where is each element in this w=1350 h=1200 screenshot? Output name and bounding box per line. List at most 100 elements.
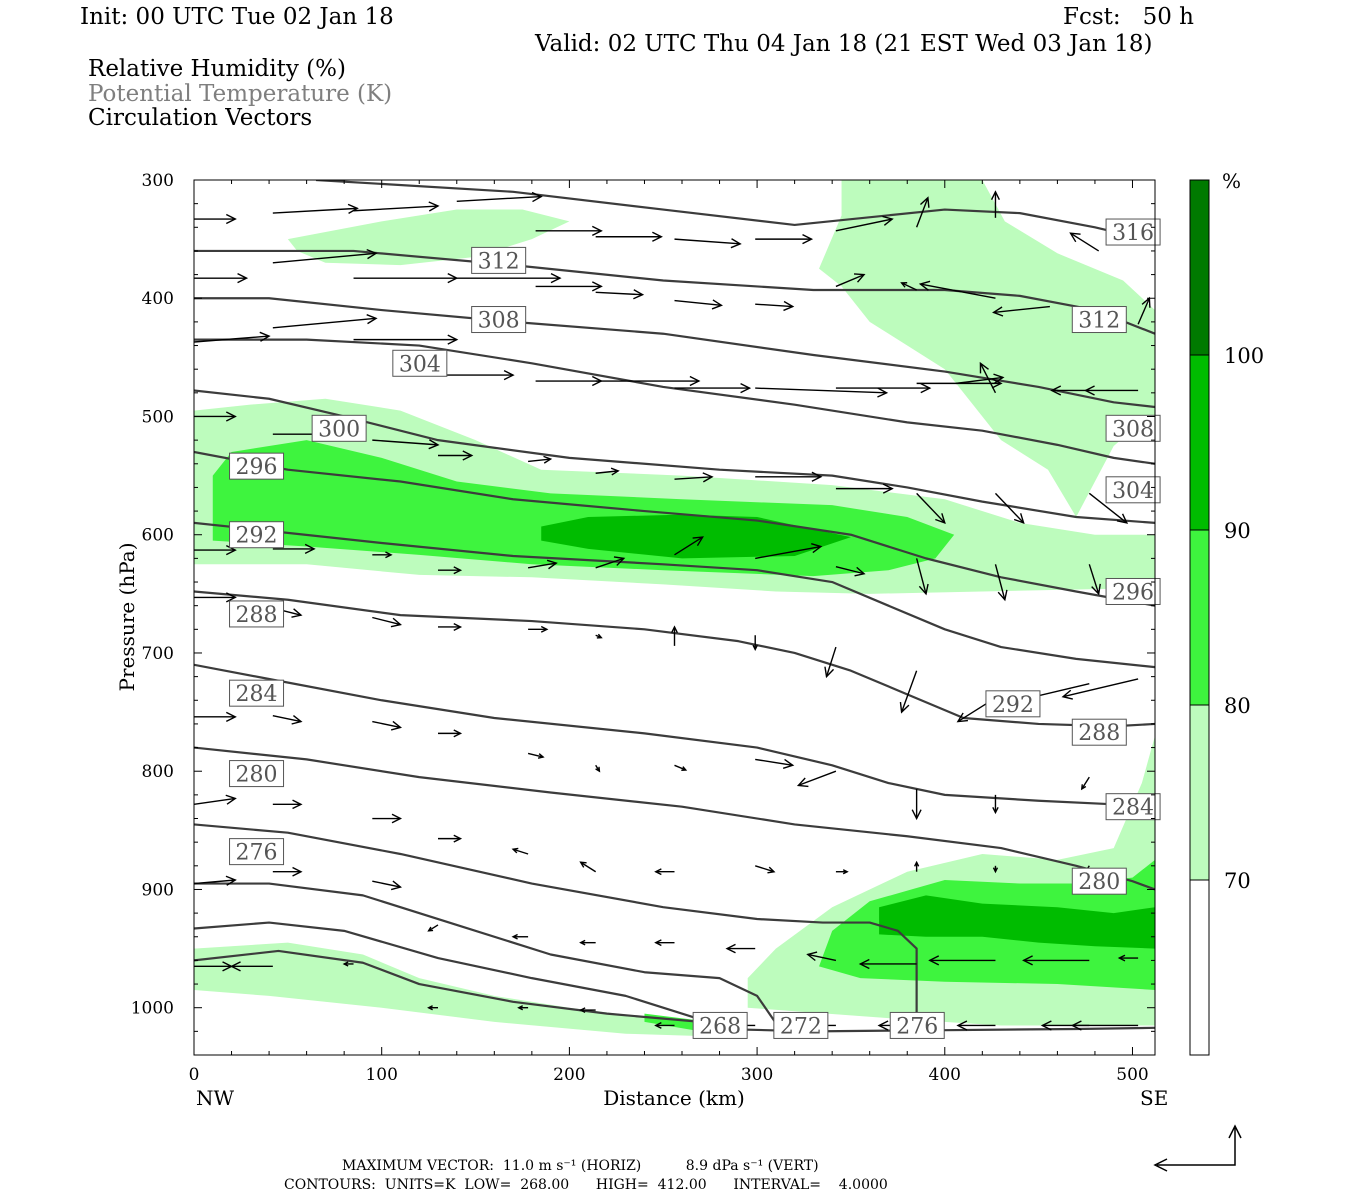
vector-head	[1061, 689, 1073, 700]
vector-head	[935, 513, 946, 525]
vector-head	[900, 282, 908, 288]
theta-line-292-11	[194, 882, 777, 1024]
vector-head	[956, 712, 969, 723]
circulation-vector	[272, 248, 378, 264]
circulation-vector	[956, 1020, 996, 1031]
contour-label-276: 276	[236, 841, 278, 866]
vector-head	[511, 933, 518, 940]
vector-head	[591, 225, 603, 236]
circulation-vector	[755, 300, 795, 312]
contour-label-292: 292	[992, 693, 1034, 718]
vector-head	[543, 455, 553, 464]
theta-line-300-7	[194, 590, 1155, 728]
circulation-vector	[674, 382, 752, 394]
contour-label-312: 312	[1078, 309, 1120, 334]
vector-head	[854, 566, 866, 577]
vector-head	[633, 289, 645, 300]
circulation-vector	[835, 869, 849, 875]
vector-head	[453, 622, 463, 631]
circulation-vector	[272, 314, 378, 329]
init-time: Init: 00 UTC Tue 02 Jan 18	[80, 4, 394, 30]
vector-shaft	[194, 797, 236, 806]
colorbar-segment	[1190, 180, 1209, 355]
circulation-vector	[858, 958, 917, 970]
contour-label-box	[1071, 306, 1127, 334]
contour-label-308: 308	[1112, 417, 1154, 442]
circulation-vector	[674, 472, 714, 483]
contour-label-box	[985, 690, 1041, 718]
circulation-vector	[527, 559, 558, 570]
vector-shaft	[754, 865, 775, 873]
contour-label-288: 288	[236, 603, 278, 628]
circulation-vector	[438, 729, 463, 738]
vector-shaft	[755, 387, 887, 394]
vector-head	[882, 215, 894, 226]
vector-shaft	[1070, 232, 1100, 252]
circulation-vector	[579, 939, 596, 946]
circulation-vector	[725, 943, 756, 954]
vector-head	[366, 248, 378, 260]
colorbar-frame	[1189, 179, 1210, 1056]
vector-shaft	[1088, 564, 1100, 595]
vector-shaft	[835, 565, 865, 575]
vector-head	[390, 617, 402, 628]
vector-head	[783, 300, 795, 312]
circulation-vector	[438, 834, 463, 843]
circulation-vector	[353, 201, 440, 212]
vector-shaft	[825, 646, 837, 677]
circulation-vector	[1117, 954, 1139, 962]
colorbar-label-80: 80	[1224, 694, 1251, 718]
circulation-vector	[456, 191, 543, 203]
vector-shaft	[372, 439, 439, 446]
vector-head	[1116, 513, 1129, 524]
colorbar-label-70: 70	[1224, 869, 1251, 893]
vector-shaft	[916, 492, 946, 524]
theta-line-304-6	[194, 521, 1155, 669]
vector-shaft	[595, 557, 625, 569]
circulation-vector	[595, 764, 601, 773]
rh-region-70-1	[819, 180, 1155, 517]
vector-head	[347, 203, 359, 214]
circulation-vector	[992, 794, 999, 815]
y-tick-label: 500	[142, 407, 174, 427]
circulation-vector	[1070, 1020, 1139, 1031]
circulation-vector	[427, 924, 439, 932]
vector-head	[681, 766, 688, 772]
vector-shaft	[920, 283, 996, 299]
x-tick-label: 100	[365, 1065, 397, 1085]
circulation-vector	[438, 369, 515, 381]
vector-shaft	[595, 291, 643, 296]
vector-head	[806, 951, 818, 962]
circulation-vector	[955, 373, 1005, 385]
contour-label-296: 296	[236, 455, 278, 480]
circulation-vector	[456, 273, 562, 284]
vector-shaft	[915, 558, 927, 595]
circulation-vector	[899, 670, 918, 714]
vector-head	[291, 715, 303, 725]
vector-head	[292, 866, 303, 877]
circulation-vector	[671, 625, 678, 646]
circulation-vector	[579, 861, 597, 873]
vector-head	[291, 608, 303, 618]
vector-head	[899, 702, 910, 714]
vector-shaft	[272, 207, 358, 214]
contour-label-box	[229, 600, 285, 628]
theta-line-292-10	[194, 823, 918, 1029]
vector-shaft	[428, 924, 439, 932]
x-tick-label: 500	[1116, 1065, 1148, 1085]
vector-head	[920, 196, 930, 208]
theta-line-308-4	[194, 389, 1155, 525]
vector-shaft	[456, 195, 542, 202]
circulation-vector	[990, 190, 1000, 218]
circulation-vector	[194, 875, 237, 886]
contour-label-box	[889, 1011, 945, 1039]
vector-shaft	[1137, 297, 1151, 325]
vector-head	[730, 238, 742, 249]
contour-label-box	[392, 349, 448, 377]
vector-head	[1083, 385, 1095, 396]
circulation-vector	[654, 939, 675, 947]
contour-label-312: 312	[478, 249, 520, 274]
circulation-vector	[194, 592, 237, 603]
vector-head	[427, 926, 434, 932]
